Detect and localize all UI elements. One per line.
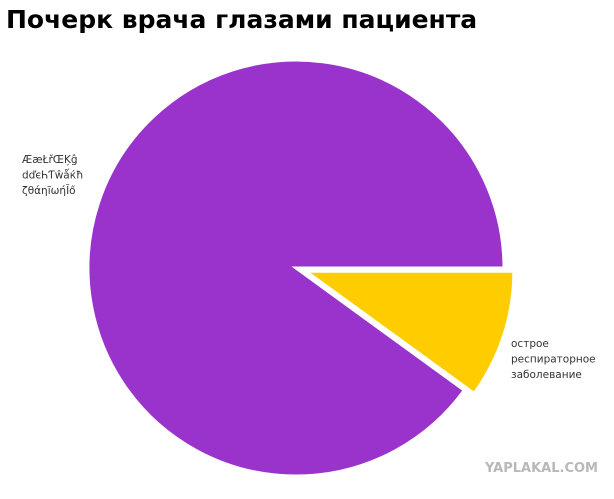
label-line: острое — [511, 338, 549, 350]
label-line: респираторное — [511, 354, 596, 366]
label-line: ζθάηĩωήĬő — [22, 184, 76, 197]
chart-title: Почерк врача глазами пациента — [6, 5, 477, 34]
slice-label: острое респираторное заболевание — [511, 338, 596, 381]
label-line: заболевание — [511, 369, 582, 381]
label-line: dďєҺƬŵǻќħ — [22, 169, 83, 182]
label-line: ÆæŁřŒĶĝ — [22, 154, 78, 166]
pie-slice — [301, 269, 516, 396]
watermark: YAPLAKAL.COM — [484, 461, 598, 476]
slice-label: ÆæŁřŒĶĝ dďєҺƬŵǻќħ ζθάηĩωήĬő — [22, 154, 83, 197]
pie-slice — [86, 58, 506, 478]
